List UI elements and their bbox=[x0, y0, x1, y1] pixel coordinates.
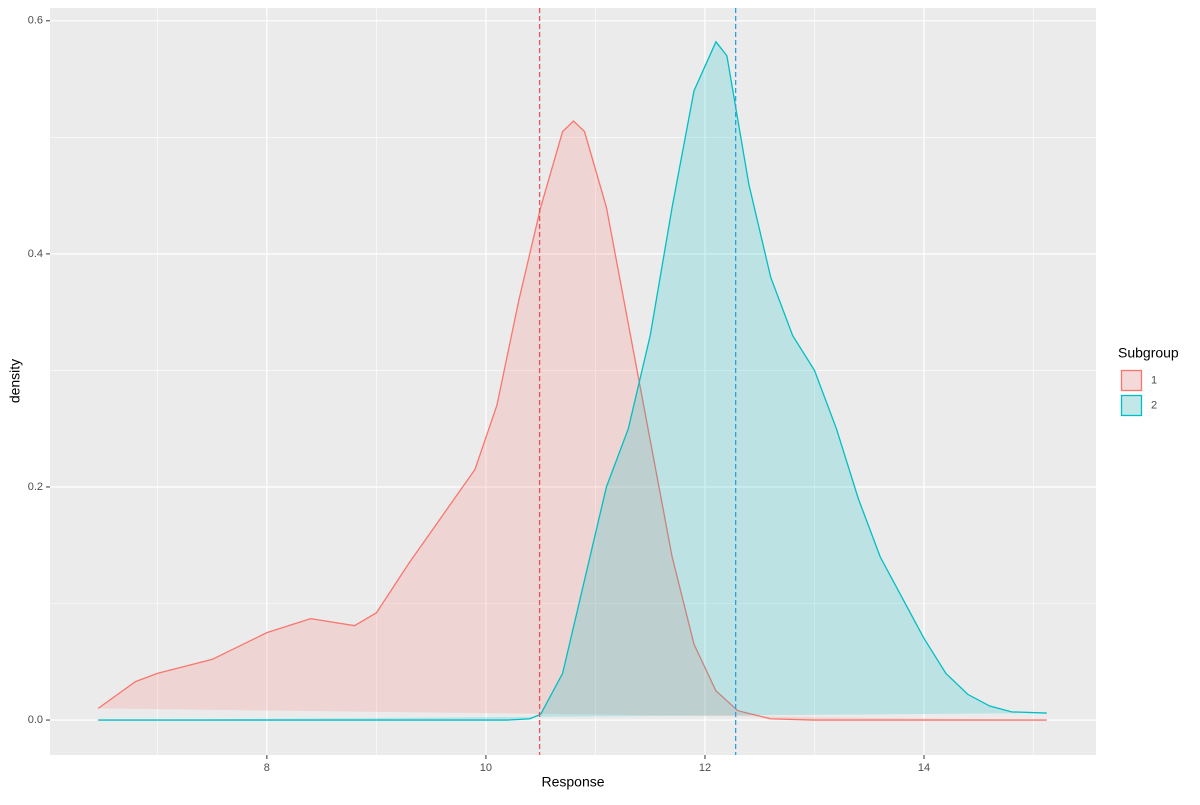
legend-key bbox=[1121, 395, 1141, 415]
density-curve bbox=[98, 40, 1047, 721]
x-tick-label: 8 bbox=[264, 762, 270, 774]
legend-swatch bbox=[1120, 394, 1143, 417]
density-curve bbox=[97, 120, 1047, 721]
x-tick-label: 12 bbox=[699, 762, 711, 774]
y-axis-title: density bbox=[7, 359, 23, 403]
legend-swatch bbox=[1120, 369, 1143, 392]
legend-label: 2 bbox=[1151, 399, 1157, 411]
x-axis-title: Response bbox=[541, 774, 604, 790]
legend-title: Subgroup bbox=[1118, 345, 1179, 361]
legend-label: 1 bbox=[1151, 374, 1157, 386]
legend-key bbox=[1121, 370, 1141, 390]
x-tick-label: 14 bbox=[918, 762, 930, 774]
marks bbox=[97, 8, 1047, 755]
x-tick-label: 10 bbox=[480, 762, 492, 774]
y-tick-label: 0.6 bbox=[28, 15, 43, 27]
y-tick-label: 0.0 bbox=[28, 714, 43, 726]
y-tick-label: 0.2 bbox=[28, 481, 43, 493]
grid bbox=[46, 8, 1096, 759]
y-tick-label: 0.4 bbox=[28, 248, 43, 260]
